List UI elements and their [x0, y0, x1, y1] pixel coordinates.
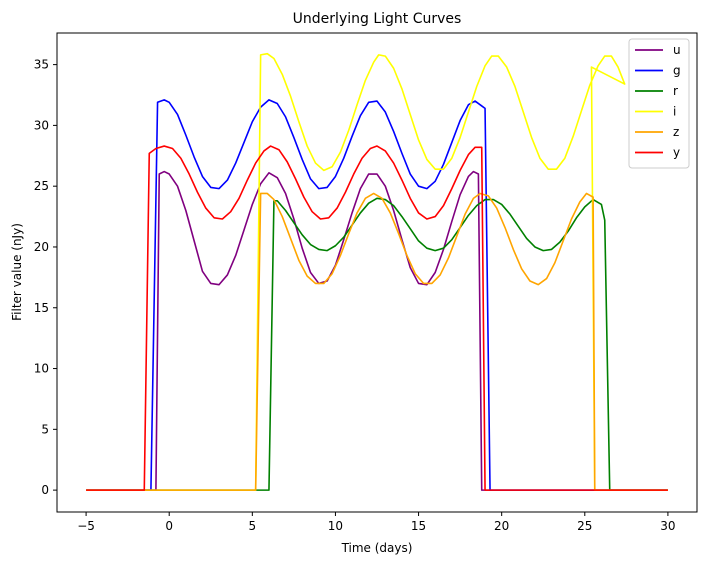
series-line-i [86, 52, 668, 491]
x-tick-label: 5 [249, 519, 257, 533]
y-tick-label: 5 [41, 422, 49, 436]
legend-label-i: i [673, 105, 676, 119]
y-tick-label: 20 [34, 240, 49, 254]
x-tick-label: 15 [411, 519, 426, 533]
legend-label-u: u [673, 43, 681, 57]
legend-label-g: g [673, 64, 681, 78]
series-line-z [86, 192, 668, 491]
x-tick-label: 25 [577, 519, 592, 533]
legend-label-z: z [673, 125, 679, 139]
series-line-y [86, 145, 668, 491]
series-line-u [86, 170, 668, 491]
x-axis-label: Time (days) [341, 541, 413, 555]
series-line-r [86, 197, 668, 491]
y-tick-label: 35 [34, 58, 49, 72]
y-tick-label: 25 [34, 179, 49, 193]
x-tick-label: −5 [77, 519, 95, 533]
x-axis: −5 0 5 10 15 20 25 30 [77, 512, 676, 533]
x-tick-label: 20 [494, 519, 509, 533]
y-tick-label: 15 [34, 301, 49, 315]
x-tick-label: 10 [328, 519, 343, 533]
y-axis: 0 5 10 15 20 25 30 35 [34, 58, 57, 497]
y-axis-label: Filter value (nJy) [10, 223, 24, 321]
y-tick-label: 10 [34, 362, 49, 376]
legend-label-y: y [673, 146, 680, 160]
plot-frame [56, 32, 698, 513]
plot-area [86, 52, 668, 491]
y-tick-label: 30 [34, 118, 49, 132]
chart-title: Underlying Light Curves [293, 11, 462, 27]
x-tick-label: 0 [165, 519, 173, 533]
x-tick-label: 30 [660, 519, 675, 533]
legend-label-r: r [673, 84, 678, 98]
y-tick-label: 0 [41, 483, 49, 497]
series-line-g [86, 99, 668, 491]
